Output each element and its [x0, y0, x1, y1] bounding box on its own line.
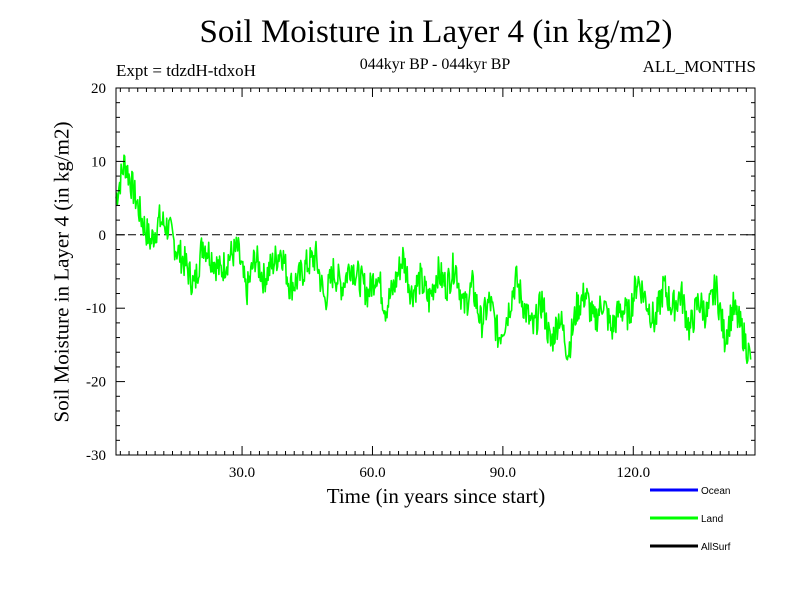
chart-title: Soil Moisture in Layer 4 (in kg/m2)	[199, 14, 673, 50]
series-line-land	[115, 154, 752, 365]
y-tick-label: 0	[99, 228, 107, 244]
x-axis-title: Time (in years since start)	[326, 484, 546, 508]
legend-label-land: Land	[701, 514, 723, 525]
y-tick-label: 10	[91, 154, 106, 170]
y-tick-label: -10	[86, 301, 106, 317]
x-tick-label: 90.0	[490, 465, 516, 481]
x-tick-label: 60.0	[359, 465, 385, 481]
y-tick-label: 20	[91, 81, 106, 97]
y-tick-label: -30	[86, 448, 106, 464]
plot-frame	[115, 87, 756, 456]
x-tick-label: 120.0	[616, 465, 650, 481]
period-label: 044kyr BP - 044kyr BP	[359, 56, 511, 73]
months-label: ALL_MONTHS	[642, 57, 756, 76]
y-tick-label: -20	[86, 375, 106, 391]
x-tick-label: 30.0	[229, 465, 255, 481]
experiment-label: Expt = tdzdH-tdxoH	[116, 61, 256, 80]
legend-label-allsurf: AllSurf	[701, 542, 731, 553]
legend-label-ocean: Ocean	[701, 486, 730, 497]
